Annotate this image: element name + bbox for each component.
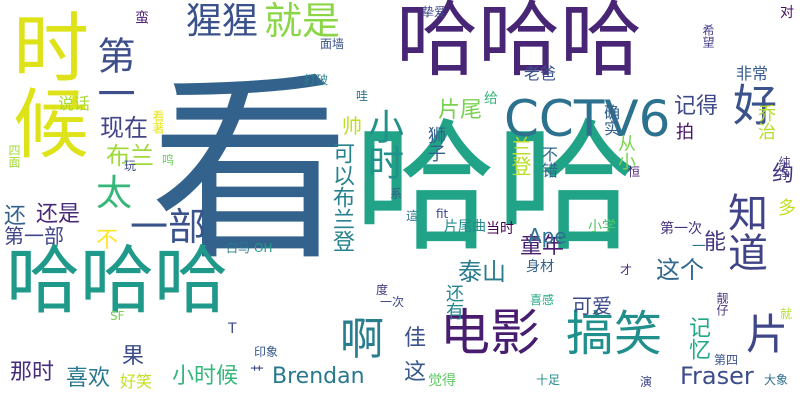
cloud-word: SF [110,309,125,323]
cloud-word: 不 [96,228,119,253]
cloud-word: 当时 [486,221,514,237]
cloud-word: fit [436,207,449,221]
cloud-word: 哇 [356,89,369,103]
cloud-word: 玩 [124,159,137,173]
cloud-word: 好笑 [120,372,153,391]
cloud-word: 老爸 [524,64,557,83]
cloud-word: 纯净 [777,156,791,180]
cloud-word: 身材 [526,259,554,275]
cloud-word: 哈哈哈 [6,238,228,324]
cloud-word: 还 [4,204,27,229]
cloud-word: 艹 [250,365,264,381]
cloud-word: 说话 [58,94,91,113]
cloud-word: 果 [122,344,145,369]
cloud-word: 还有 [443,284,464,320]
cloud-word: 这 [404,360,427,385]
cloud-word: 猩猩 [186,1,259,42]
cloud-word: T [228,321,237,337]
cloud-word: 这个 [656,256,704,284]
cloud-word: 不错 [539,146,558,178]
cloud-word: 大象 [764,373,789,387]
cloud-word: 对 [780,5,794,21]
cloud-word: 好 [725,82,776,126]
cloud-word: 多 [778,198,796,219]
cloud-word: 约 [772,162,795,187]
cloud-word: 挚爱 [422,5,447,19]
cloud-word: 片尾 [438,98,483,123]
cloud-word: 搞笑 [566,306,663,362]
cloud-word: 从小 [615,134,636,170]
cloud-word: 一部 [130,205,207,249]
cloud-word: 就是 [264,0,341,43]
cloud-word: 一次 [380,295,405,309]
cloud-word: 片 [746,310,789,359]
cloud-word: 时候 [0,8,89,160]
cloud-word: 系 [390,187,403,201]
cloud-word: 四面 [7,144,21,168]
cloud-word: 啊 [340,314,384,365]
cloud-word: 非常 [736,64,769,83]
cloud-word: 印象 [254,345,279,359]
cloud-word: 十足 [536,373,561,387]
cloud-word: 小学 [588,219,616,235]
cloud-word: 小时候 [172,364,239,389]
cloud-word: 才 [620,263,633,277]
cloud-word: 帅 [342,114,362,138]
cloud-word: 小时 [362,108,403,180]
cloud-word: 就 [780,307,793,321]
cloud-word: 面墙 [320,37,345,51]
cloud-word: Fraser [680,362,754,390]
cloud-word: 喜感 [530,293,555,307]
cloud-word: 白马 [226,241,251,255]
cloud-word: 鸣 [162,153,175,167]
cloud-word: 那时 [10,360,55,385]
cloud-word: 还是 [36,202,81,227]
cloud-word: 记忆 [685,316,710,360]
cloud-word: 给 [484,91,498,107]
cloud-word: 演 [640,375,653,389]
cloud-word: 第一部 [4,224,64,248]
cloud-word: 度 [376,283,389,297]
cloud-word: 打破 [304,73,329,87]
cloud-word: 觉得 [428,373,456,389]
cloud-word: 童年 [520,234,565,259]
cloud-word: 希望 [701,24,715,48]
cloud-word: 可爱 [572,294,612,318]
cloud-word: 第一 [91,36,135,112]
cloud-word: 布兰 [106,142,154,170]
cloud-word: 确实 [601,104,620,136]
cloud-word: 看著 [151,110,165,134]
cloud-word: 第一次 [660,221,702,237]
cloud-word: 现在 [100,114,148,142]
cloud-word: CCTV6 [504,90,671,148]
cloud-word: 這 [406,209,419,223]
cloud-word: 乔治 [755,104,776,140]
cloud-word: OH [254,241,273,255]
cloud-word: 知道 [721,192,767,272]
cloud-word: 狮子 [425,126,446,162]
cloud-word: Ape [528,224,567,248]
cloud-word: 恒 [628,165,641,179]
cloud-word: 蛮 [133,10,149,24]
cloud-word: 喜欢 [66,366,111,391]
cloud-word: 泰山 [458,258,506,286]
cloud-word: 拍 [676,122,694,143]
cloud-word: 记得 [674,94,719,119]
cloud-word: 电影 [440,304,540,362]
cloud-word: 可以布兰登 [329,142,354,252]
cloud-word: 看 [150,55,351,288]
cloud-word: 太 [96,173,133,214]
cloud-word: 片尾曲 [444,219,486,235]
cloud-word: 兰登 [508,136,532,176]
cloud-word: 哈哈 [354,106,638,271]
cloud-word: 靓仔 [715,292,729,316]
cloud-word: 第四 [714,353,739,367]
cloud-word: 哈哈哈 [396,0,643,88]
cloud-word: 能 [704,230,727,255]
cloud-word: 一 [692,239,706,255]
cloud-word: 佳 [404,326,427,351]
cloud-word: Brendan [272,364,365,389]
